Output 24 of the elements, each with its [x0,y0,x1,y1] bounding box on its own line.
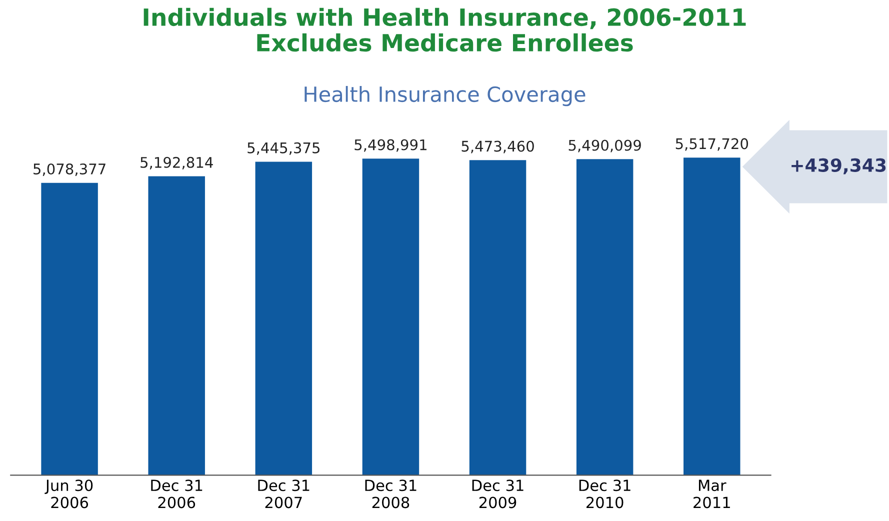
bar [576,159,634,476]
bar [255,162,312,476]
data-label: 5,517,720 [676,138,748,151]
bar [148,176,205,476]
data-label: 5,078,377 [34,163,106,176]
x-tick-label: Dec 31 2010 [579,480,630,508]
bar [41,182,98,476]
bar [469,160,526,476]
bar [684,158,740,476]
text: +439,343 [792,158,886,174]
x-tick-label: Dec 31 2007 [258,480,310,508]
data-label: 5,473,460 [462,140,534,154]
bar [362,158,420,476]
x-tick-label: Dec 31 2008 [365,480,416,508]
chart-title: Individuals with Health Insurance, 2006-2011 Excludes Medicare Enrollees [144,8,746,52]
x-tick-label: Dec 31 2009 [472,480,524,508]
data-label: 5,192,814 [140,156,213,170]
data-label: 5,445,375 [248,142,320,155]
x-tick-label: Jun 30 2006 [44,480,93,508]
x-tick-label: Dec 31 2006 [151,480,202,508]
chart-subtitle: Health Insurance Coverage [304,86,586,106]
data-label: 5,490,099 [568,140,641,152]
x-tick-label: Mar 2011 [694,480,730,508]
data-label: 5,498,991 [354,139,426,152]
